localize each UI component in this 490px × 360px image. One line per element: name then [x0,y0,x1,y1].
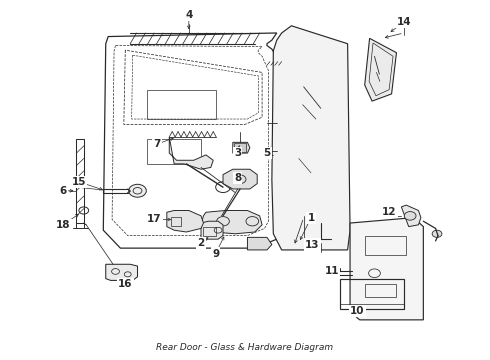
Polygon shape [365,39,396,101]
Polygon shape [401,205,421,226]
Text: 7: 7 [153,139,161,149]
Text: 10: 10 [350,306,365,316]
Text: Rear Door - Glass & Hardware Diagram: Rear Door - Glass & Hardware Diagram [156,343,334,352]
Bar [365,284,396,297]
Polygon shape [167,211,203,232]
Bar [365,235,406,255]
Text: 5: 5 [263,148,270,158]
Polygon shape [106,264,138,280]
Polygon shape [223,169,257,189]
Polygon shape [201,211,262,234]
Text: 11: 11 [325,266,339,276]
Text: 17: 17 [147,215,162,224]
Text: 14: 14 [396,17,411,27]
Text: 13: 13 [305,239,319,249]
Bar [203,226,216,235]
Polygon shape [272,26,350,250]
Polygon shape [169,137,213,169]
Text: 3: 3 [234,148,241,158]
Text: 15: 15 [72,177,86,187]
Text: 9: 9 [212,248,219,258]
Bar [171,217,181,226]
Text: 4: 4 [185,10,193,20]
Circle shape [129,184,147,197]
Bar [147,90,216,119]
Bar [340,279,404,309]
Text: 6: 6 [60,186,67,196]
Bar [147,139,201,164]
Text: 1: 1 [307,213,315,222]
Circle shape [432,230,442,237]
Text: 8: 8 [234,173,241,183]
Polygon shape [201,221,223,239]
Text: 2: 2 [197,238,205,248]
Polygon shape [350,218,423,320]
Polygon shape [233,142,250,153]
Polygon shape [247,237,272,250]
Text: 16: 16 [118,279,132,289]
Circle shape [404,212,416,220]
Bar [234,143,246,152]
Text: 12: 12 [382,207,396,217]
Text: 18: 18 [56,220,71,230]
